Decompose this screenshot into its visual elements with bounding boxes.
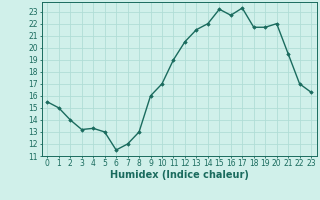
X-axis label: Humidex (Indice chaleur): Humidex (Indice chaleur) — [110, 170, 249, 180]
